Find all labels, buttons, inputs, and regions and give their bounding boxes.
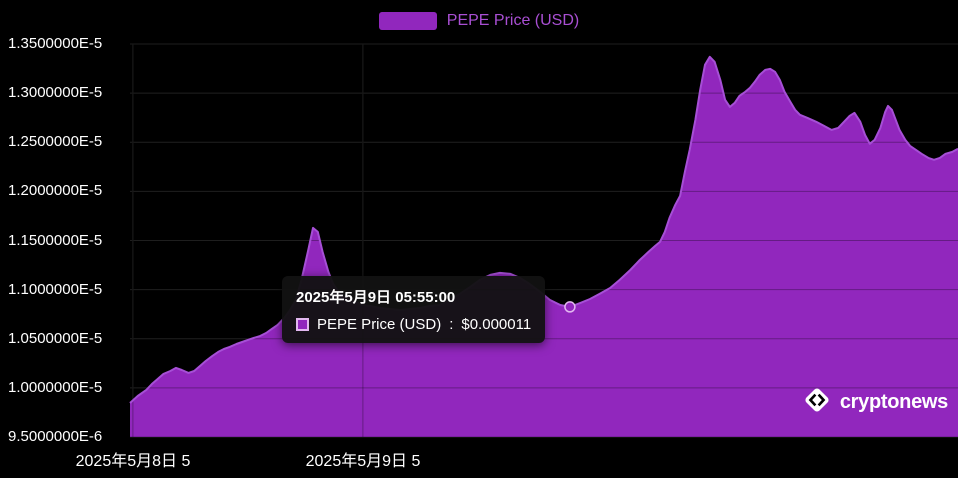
legend-series-label[interactable]: PEPE Price (USD)	[446, 12, 580, 29]
y-axis-tick-label: 9.5000000E-6	[8, 428, 103, 445]
price-line-series[interactable]	[129, 55, 958, 404]
cryptonews-logo-icon	[802, 385, 832, 420]
tooltip-series-label: PEPE Price (USD)	[317, 316, 442, 333]
tooltip-separator: :	[449, 316, 454, 333]
price-area-series[interactable]	[130, 56, 958, 438]
y-axis-tick-label: 1.0500000E-5	[8, 330, 103, 347]
y-axis-tick-label: 1.0000000E-5	[8, 379, 103, 396]
tooltip-timestamp: 2025年5月9日 05:55:00	[296, 289, 456, 306]
y-axis-tick-label: 1.3500000E-5	[8, 35, 103, 52]
tooltip-series-marker-icon	[296, 318, 309, 331]
y-axis-tick-label: 1.2500000E-5	[8, 133, 103, 150]
y-axis-tick-label: 1.1500000E-5	[8, 232, 103, 249]
legend: PEPE Price (USD)	[0, 12, 958, 30]
cryptonews-logo[interactable]: cryptonews	[802, 385, 948, 420]
x-axis-tick-label: 2025年5月9日 5	[305, 453, 421, 470]
tooltip-series-row: PEPE Price (USD): $0.000011	[296, 316, 531, 333]
tooltip-value: $0.000011	[461, 316, 532, 333]
y-axis-tick-label: 1.1000000E-5	[8, 281, 103, 298]
legend-series-swatch[interactable]	[378, 12, 437, 30]
tooltip: 2025年5月9日 05:55:00 PEPE Price (USD): $0.…	[282, 276, 546, 343]
hover-point-marker[interactable]	[564, 301, 576, 313]
cryptonews-logo-text: cryptonews	[839, 391, 948, 413]
x-axis-tick-label: 2025年5月8日 5	[75, 453, 191, 470]
y-axis-tick-label: 1.3000000E-5	[8, 84, 103, 101]
y-axis-tick-label: 1.2000000E-5	[8, 182, 103, 199]
